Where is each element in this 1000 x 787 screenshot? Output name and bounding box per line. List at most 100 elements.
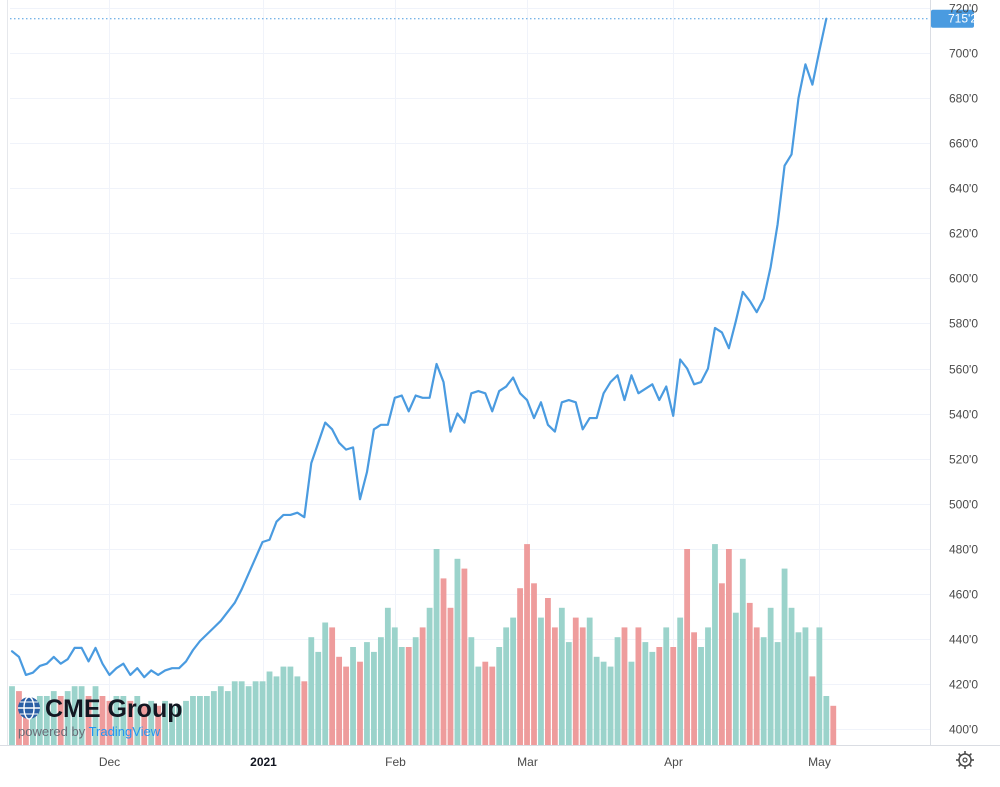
volume-bar (621, 627, 628, 745)
volume-bar (183, 700, 189, 745)
volume-bar (273, 676, 280, 745)
logo-subtitle: powered by TradingView (18, 724, 161, 739)
y-tick-label: 560'0 (949, 363, 978, 377)
volume-bar (607, 666, 614, 745)
volume-bar (482, 661, 489, 745)
volume-bar (280, 666, 287, 745)
volume-bar (746, 602, 753, 745)
globe-icon (18, 696, 40, 720)
x-tick-label: Dec (99, 755, 120, 769)
volume-bar (336, 656, 343, 745)
logo-sub-prefix: powered by (18, 724, 89, 739)
volume-bar (663, 627, 670, 745)
gear-icon[interactable] (956, 751, 974, 769)
volume-bar (85, 696, 92, 745)
volume-bar (141, 705, 148, 745)
volume-bar (419, 627, 426, 745)
y-tick-label: 620'0 (949, 227, 978, 241)
volume-bar (294, 676, 301, 745)
volume-bar (565, 642, 572, 745)
volume-bar (684, 549, 691, 745)
volume-bar (43, 696, 50, 745)
x-tick-label: 2021 (250, 755, 277, 769)
x-tick-label: Apr (664, 755, 683, 769)
volume-bar (830, 705, 837, 745)
volume-bar (461, 568, 468, 745)
volume-bar (558, 607, 565, 745)
y-tick-label: 500'0 (949, 498, 978, 512)
volume-bar (350, 647, 356, 745)
volume-bar (16, 691, 22, 745)
volume-bar (426, 607, 433, 745)
volume-bar (767, 607, 774, 745)
volume-bar (301, 681, 308, 745)
volume-bar (468, 637, 475, 745)
volume-bar (134, 696, 141, 745)
y-tick-label: 640'0 (949, 182, 978, 196)
volume-bar (600, 661, 607, 745)
volume-bar (322, 622, 329, 745)
y-tick-label: 720'0 (949, 2, 978, 16)
volume-bar (78, 686, 85, 745)
last-price-badge (931, 9, 974, 28)
logo-title: CME Group (45, 695, 183, 723)
volume-bar (531, 583, 537, 745)
volume-bar (538, 617, 544, 745)
volume-bar (649, 651, 656, 745)
volume-bar (252, 681, 259, 745)
last-price-marker: 715'2 (10, 9, 977, 28)
y-tick-label: 420'0 (949, 678, 978, 692)
volume-bar (489, 666, 496, 745)
price-line-group (10, 17, 828, 679)
cme-logo[interactable]: CME Group powered by TradingView (18, 695, 183, 739)
y-tick-label: 660'0 (949, 137, 978, 151)
y-tick-label: 520'0 (949, 453, 978, 467)
volume-bar (586, 617, 593, 745)
volume-bar (231, 681, 238, 745)
volume-bar (176, 705, 182, 745)
volume-bar (357, 661, 363, 745)
volume-bar (412, 637, 419, 745)
volume-bar (36, 696, 43, 745)
volume-bar (217, 686, 224, 745)
y-tick-label: 540'0 (949, 408, 978, 422)
price-axis[interactable]: 400'0 420'0 440'0 460'0 480'0 500'0 520'0 540'0… (949, 2, 978, 737)
volume-bar (739, 558, 746, 745)
volume-bar (809, 676, 816, 745)
volume-bar (572, 617, 579, 745)
volume-bar (454, 558, 461, 745)
volume-bar (440, 578, 447, 745)
volume-bar (433, 549, 440, 745)
volume-bar (628, 661, 635, 745)
volume-bar (405, 647, 412, 745)
volume-bar (496, 647, 503, 745)
volume-bar (691, 632, 697, 745)
volume-bar (524, 544, 530, 745)
volume-bar (816, 627, 823, 745)
volume-bar (99, 696, 106, 745)
y-tick-label: 460'0 (949, 588, 978, 602)
volume-bar (677, 617, 684, 745)
volume-bar (398, 647, 405, 745)
x-tick-label: Feb (385, 755, 406, 769)
volume-bar (155, 705, 162, 745)
volume-bar (823, 696, 830, 745)
volume-bar (781, 568, 788, 745)
volume-bar (795, 632, 802, 745)
volume-bars (9, 544, 837, 745)
volume-bar (384, 607, 391, 745)
volume-bar (545, 598, 551, 745)
volume-bar (551, 627, 558, 745)
volume-bar (210, 691, 217, 745)
volume-bar (266, 671, 273, 745)
volume-bar (190, 696, 196, 745)
volume-bar (364, 642, 370, 745)
time-axis[interactable]: Dec 2021 Feb Mar Apr May (99, 755, 831, 769)
volume-bar (287, 666, 294, 745)
volume-bar (510, 617, 517, 745)
volume-bar (148, 700, 155, 745)
volume-bar (315, 651, 322, 745)
volume-bar (57, 696, 64, 745)
